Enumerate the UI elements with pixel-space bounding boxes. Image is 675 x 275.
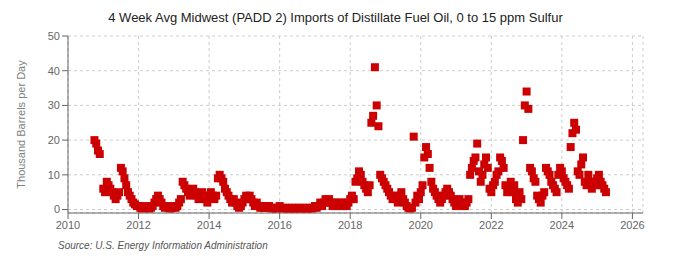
- svg-text:10: 10: [48, 169, 60, 181]
- svg-text:2022: 2022: [479, 219, 503, 231]
- svg-text:20: 20: [48, 134, 60, 146]
- svg-text:30: 30: [48, 99, 60, 111]
- html-text:4 Week Avg Midwest (PADD 2) Im: 4 Week Avg Midwest (PADD 2) Imports of D…: [108, 10, 563, 25]
- svg-text:2010: 2010: [56, 219, 80, 231]
- svg-text:0: 0: [54, 203, 60, 215]
- svg-text:2012: 2012: [126, 219, 150, 231]
- svg-text:2020: 2020: [409, 219, 433, 231]
- svg-text:50: 50: [48, 30, 60, 42]
- svg-text:2014: 2014: [197, 219, 221, 231]
- html-text:Source: U.S. Energy Informatio: Source: U.S. Energy Information Administ…: [58, 240, 268, 251]
- svg-text:40: 40: [48, 65, 60, 77]
- svg-text:2018: 2018: [338, 219, 362, 231]
- svg-text:Thousand Barrels per Day: Thousand Barrels per Day: [15, 60, 27, 189]
- svg-text:2026: 2026: [620, 219, 644, 231]
- svg-text:2016: 2016: [267, 219, 291, 231]
- svg-text:2024: 2024: [550, 219, 574, 231]
